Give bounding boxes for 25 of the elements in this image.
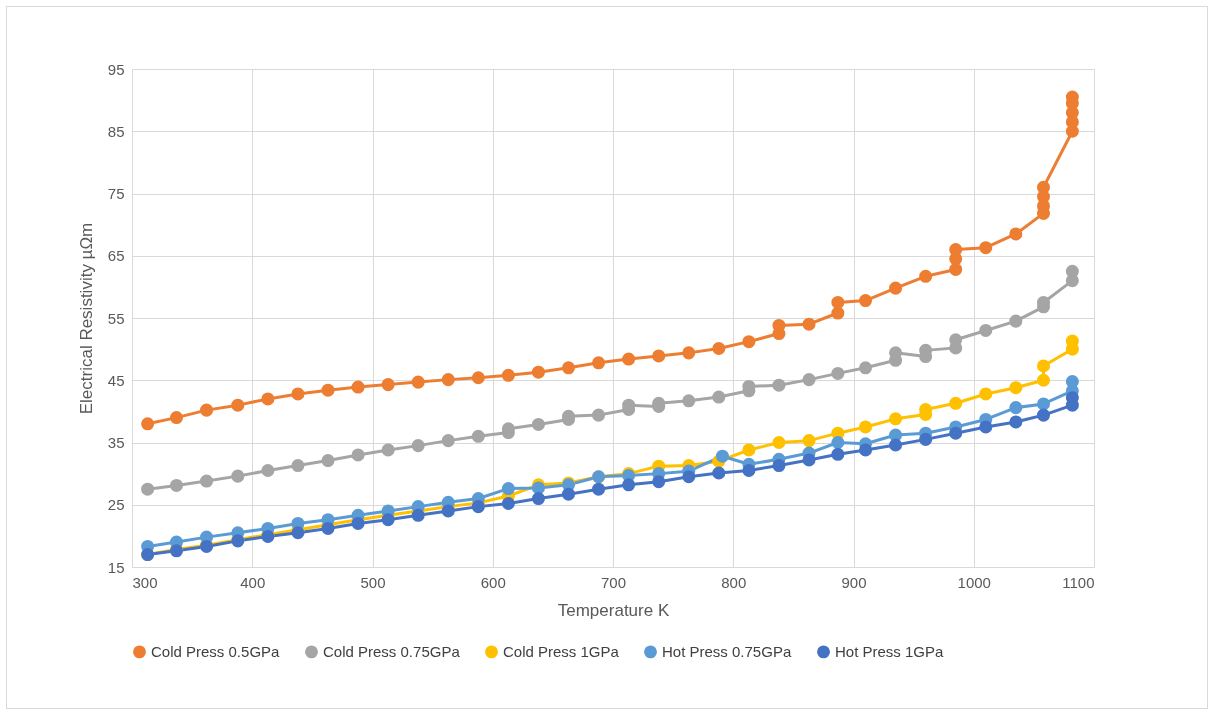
legend-label: Cold Press 0.5GPa — [151, 642, 281, 660]
y-tick-label: 25 — [107, 496, 125, 514]
x-tick-label: 900 — [841, 573, 867, 591]
y-tick-label: 75 — [107, 185, 125, 202]
x-tick-label: 800 — [721, 573, 747, 591]
legend-label: Hot Press 1GPa — [835, 642, 945, 660]
legend-label: Hot Press 0.75GPa — [662, 642, 792, 660]
legend-label: Cold Press 1GPa — [503, 642, 620, 660]
x-tick-label: 600 — [480, 573, 506, 591]
x-tick-label: 700 — [600, 573, 627, 591]
y-tick-label: 95 — [107, 60, 125, 78]
x-tick-label: 1100 — [1062, 573, 1095, 591]
x-tick-label: 300 — [132, 573, 158, 591]
legend-label: Cold Press 0.75GPa — [323, 642, 461, 660]
y-tick-label: 35 — [107, 434, 125, 451]
x-tick-label: 1000 — [957, 573, 991, 591]
x-tick-label: 500 — [360, 573, 386, 591]
y-tick-label: 55 — [107, 309, 125, 327]
y-tick-label: 15 — [107, 558, 125, 576]
y-axis-title: Electrical Resistivity µΩm — [76, 222, 96, 415]
x-axis-title: Temperature K — [557, 600, 670, 620]
y-tick-label: 45 — [107, 371, 125, 389]
x-tick-label: 400 — [240, 573, 266, 591]
y-tick-label: 85 — [107, 122, 125, 140]
y-tick-label: 65 — [107, 247, 125, 265]
